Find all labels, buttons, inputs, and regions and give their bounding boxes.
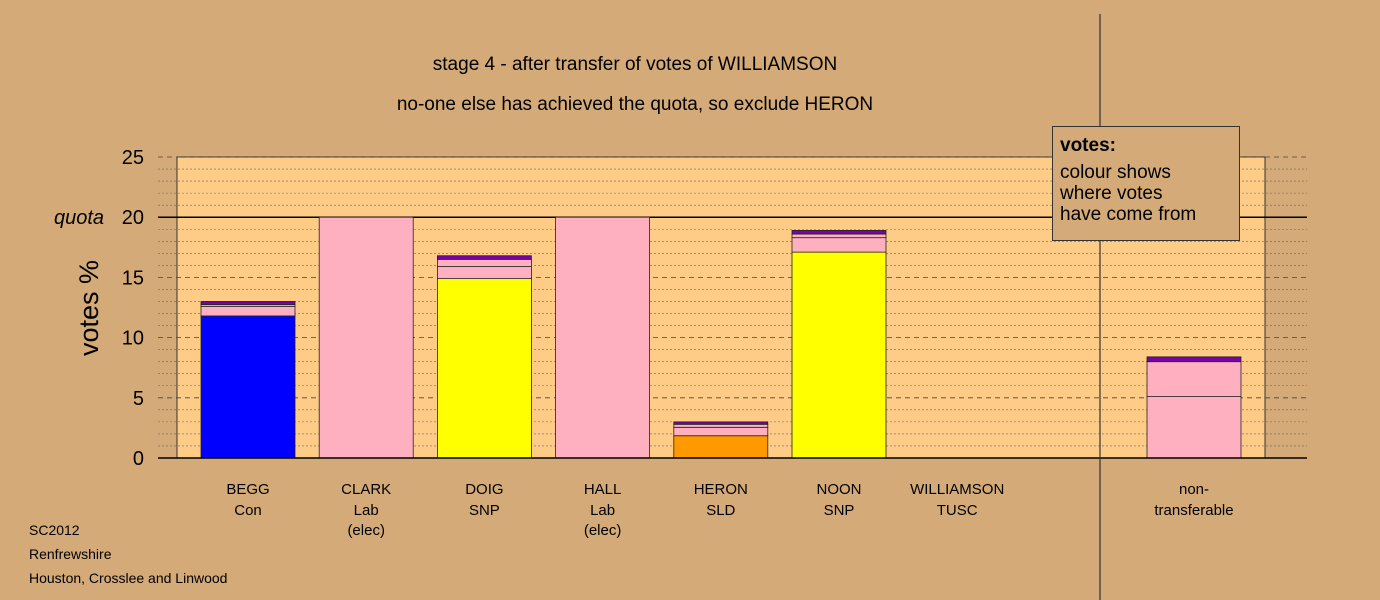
footer-election: SC2012: [29, 522, 80, 538]
y-axis-title: votes %: [74, 260, 104, 356]
bar-heron-segment: [673, 435, 769, 459]
bar-begg-segment: [200, 305, 296, 317]
candidate-status: (elec): [347, 522, 385, 539]
footer-ward: Houston, Crosslee and Linwood: [29, 570, 228, 586]
bar-non-transferable-segment: [1146, 356, 1242, 363]
legend-title: votes:: [1060, 135, 1116, 156]
bar-noon-segment: [791, 251, 887, 459]
bar-doig-segment: [436, 278, 532, 459]
bar-begg-segment: [200, 301, 296, 305]
bar-clark-segment: [318, 216, 414, 459]
bar-doig-segment: [436, 266, 532, 280]
bar-doig-segment: [436, 258, 532, 267]
y-tick-label: 20: [122, 207, 144, 229]
candidate-party: SNP: [469, 502, 500, 519]
chart-title: stage 4 - after transfer of votes of WIL…: [432, 54, 838, 75]
y-tick-label: 15: [122, 267, 144, 289]
candidate-party: SLD: [706, 502, 735, 519]
quota-label: quota: [54, 207, 104, 229]
candidate-name: WILLIAMSON: [910, 481, 1004, 498]
candidate-name: CLARK: [341, 481, 391, 498]
candidate-name: BEGG: [226, 481, 269, 498]
candidate-party: Lab: [354, 502, 379, 519]
bar-non-transferable-segment: [1146, 396, 1242, 459]
bar-non-transferable-segment: [1146, 361, 1242, 397]
chart-subtitle: no-one else has achieved the quota, so e…: [396, 94, 874, 115]
candidate-party: Lab: [590, 502, 615, 519]
bar-noon-segment: [791, 233, 887, 239]
bar-heron-segment: [673, 426, 769, 437]
bar-hall-segment: [555, 216, 650, 459]
candidate-name: HALL: [584, 481, 622, 498]
y-tick-label: 0: [133, 448, 144, 470]
bar-doig-segment: [436, 255, 532, 260]
bar-heron-segment: [673, 423, 769, 428]
y-tick-label: 25: [122, 147, 144, 169]
legend-text: colour shows where votes have come from: [1060, 162, 1197, 225]
non-transferable-label: transferable: [1154, 502, 1233, 519]
candidate-party: Con: [234, 502, 262, 519]
candidate-party: SNP: [824, 502, 855, 519]
candidate-name: DOIG: [465, 481, 503, 498]
footer-council: Renfrewshire: [29, 546, 112, 562]
candidate-status: (elec): [584, 522, 622, 539]
bar-begg-segment: [200, 315, 296, 459]
bar-heron-segment: [673, 421, 769, 425]
legend-box: votes: colour shows where votes have com…: [1052, 126, 1240, 241]
candidate-name: NOON: [817, 481, 862, 498]
y-tick-label: 10: [122, 328, 144, 350]
non-transferable-label: non-: [1179, 481, 1209, 498]
candidate-party: TUSC: [937, 502, 978, 519]
candidate-name: HERON: [694, 481, 748, 498]
bar-noon-segment: [791, 230, 887, 235]
bar-noon-segment: [791, 237, 887, 253]
y-tick-label: 5: [133, 388, 144, 410]
